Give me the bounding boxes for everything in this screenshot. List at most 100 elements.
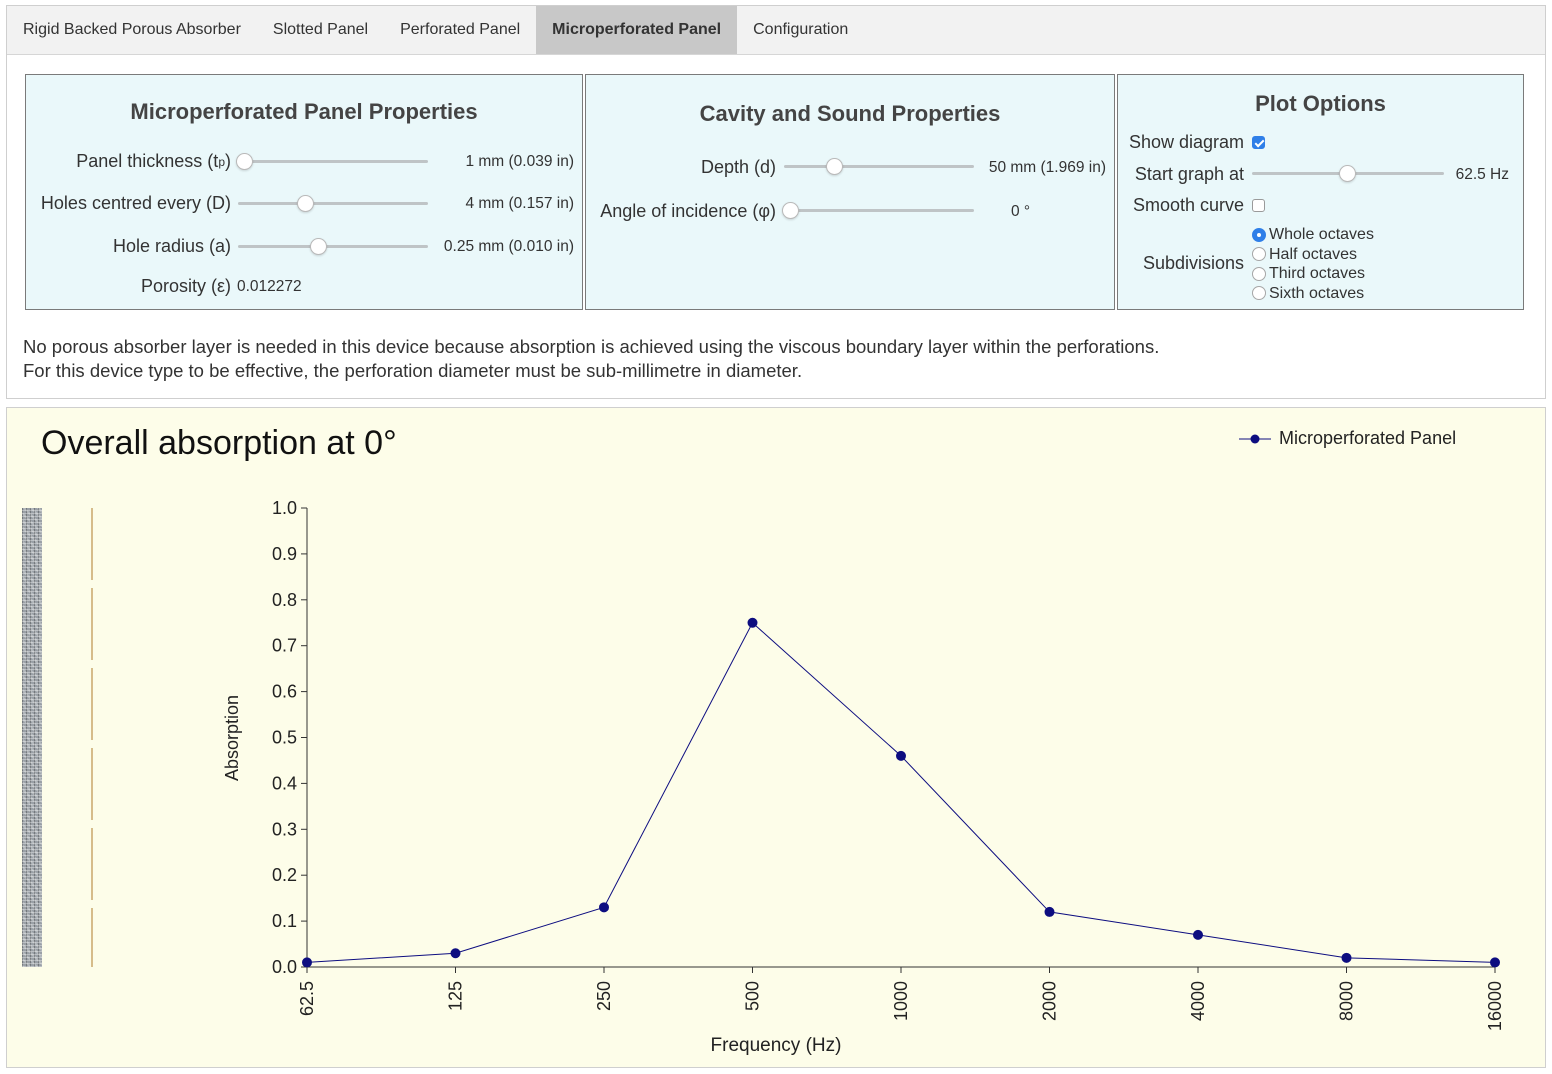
cavity-properties-title: Cavity and Sound Properties	[699, 101, 1001, 126]
thickness-label-sub: p	[218, 154, 225, 169]
radio-sixth-octaves-button[interactable]	[1252, 286, 1266, 301]
radio-whole-octaves[interactable]: Whole octaves	[1252, 225, 1374, 245]
radio-half-octaves-button[interactable]	[1252, 247, 1266, 262]
subdivisions-radio-group: Whole octaves Half octaves Third octaves…	[1252, 225, 1374, 303]
y-tick-label: 0.6	[272, 682, 297, 702]
porosity-value: 0.012272	[237, 278, 302, 295]
y-tick-label: 0.2	[272, 865, 297, 885]
smooth-curve-checkbox-wrap	[1252, 199, 1265, 212]
radius-value: 0.25 mm (0.010 in)	[443, 238, 574, 255]
rigid-wall-diagram	[22, 508, 42, 967]
angle-label: Angle of incidence (φ)	[600, 201, 776, 221]
data-point	[599, 902, 609, 913]
depth-slider[interactable]	[784, 158, 974, 175]
x-tick-label: 62.5	[297, 981, 317, 1016]
holes-slider-thumb[interactable]	[297, 195, 315, 212]
radius-slider-thumb[interactable]	[309, 238, 327, 255]
chart-marks	[302, 617, 1500, 968]
data-point	[302, 957, 312, 968]
porosity-label: Porosity (ε)	[140, 276, 231, 296]
y-tick-label: 1.0	[272, 498, 297, 518]
angle-slider-thumb[interactable]	[782, 202, 799, 219]
data-point	[747, 617, 758, 628]
thickness-slider[interactable]	[236, 153, 428, 170]
data-point	[1490, 957, 1500, 968]
panel-properties-title: Microperforated Panel Properties	[130, 99, 478, 124]
x-tick-label: 16000	[1485, 981, 1505, 1031]
x-tick-label: 4000	[1188, 981, 1208, 1021]
chart-title: Overall absorption at 0°	[41, 424, 397, 462]
controls-panel: Rigid Backed Porous Absorber Slotted Pan…	[6, 5, 1546, 399]
tab-perforated-panel[interactable]: Perforated Panel	[400, 21, 521, 38]
radio-whole-octaves-label: Whole octaves	[1269, 226, 1374, 243]
smooth-curve-label: Smooth curve	[1132, 195, 1244, 215]
y-tick-label: 0.8	[272, 590, 297, 610]
tab-slotted-panel[interactable]: Slotted Panel	[272, 21, 369, 38]
y-tick-label: 0.4	[272, 773, 297, 793]
radio-third-octaves[interactable]: Third octaves	[1252, 264, 1374, 284]
absorption-chart: 0.0 0.1 0.2 0.3 0.4 0.5 0.6 0.7 0.8 0.9 1.0 62.5 125…	[222, 498, 1505, 1056]
radio-sixth-octaves-label: Sixth octaves	[1269, 284, 1365, 302]
data-point	[450, 948, 461, 959]
radius-slider[interactable]	[238, 238, 428, 255]
radio-third-octaves-button[interactable]	[1252, 266, 1266, 281]
tab-microperforated-panel[interactable]: Microperforated Panel	[536, 6, 738, 54]
legend-marker-icon	[1239, 434, 1271, 443]
data-point	[1341, 952, 1352, 963]
radio-sixth-octaves[interactable]: Sixth octaves	[1252, 284, 1374, 304]
depth-label: Depth (d)	[700, 157, 776, 177]
holes-slider[interactable]	[238, 195, 428, 212]
radio-half-octaves[interactable]: Half octaves	[1252, 245, 1374, 265]
thickness-label: Panel thickness (t p)	[26, 151, 231, 172]
start-graph-value: 62.5 Hz	[1455, 166, 1509, 183]
start-graph-slider[interactable]	[1252, 165, 1444, 182]
smooth-curve-checkbox[interactable]	[1252, 199, 1265, 212]
angle-slider[interactable]	[782, 202, 974, 219]
angle-value: 0 °	[1011, 203, 1031, 220]
x-tick-label: 2000	[1040, 981, 1060, 1021]
x-axis-label: Frequency (Hz)	[711, 1035, 842, 1056]
tab-configuration[interactable]: Configuration	[753, 21, 849, 38]
show-diagram-checkbox[interactable]	[1252, 136, 1265, 149]
start-graph-slider-thumb[interactable]	[1338, 165, 1356, 182]
series-line	[306, 621, 1496, 963]
data-point	[896, 750, 906, 761]
radio-whole-octaves-button[interactable]	[1252, 227, 1266, 242]
x-tick-label: 8000	[1337, 981, 1357, 1021]
x-tick-label: 1000	[891, 981, 911, 1021]
chart-axes: 0.0 0.1 0.2 0.3 0.4 0.5 0.6 0.7 0.8 0.9 1.0 62.5 125…	[272, 498, 1505, 1031]
radius-label: Hole radius (a)	[112, 236, 231, 256]
x-tick-label: 125	[446, 981, 466, 1011]
panel-properties-box: Microperforated Panel Properties Panel t…	[25, 74, 583, 310]
subdivisions-label: Subdivisions	[1142, 253, 1244, 273]
microperforated-panel-diagram	[91, 508, 93, 967]
y-tick-label: 0.7	[272, 636, 297, 656]
depth-slider-thumb[interactable]	[825, 158, 843, 175]
holes-label: Holes centred every (D)	[40, 193, 231, 213]
y-tick-label: 0.0	[272, 957, 297, 977]
y-tick-label: 0.1	[272, 911, 297, 931]
tab-bar: Rigid Backed Porous Absorber Slotted Pan…	[7, 6, 1545, 55]
chart-legend: Microperforated Panel	[1239, 428, 1456, 449]
data-point	[1044, 906, 1055, 917]
x-tick-label: 250	[594, 981, 614, 1011]
data-point	[1193, 929, 1203, 940]
note-line-2: For this device type to be effective, th…	[23, 360, 803, 381]
radio-half-octaves-label: Half octaves	[1269, 245, 1358, 263]
thickness-label-text: Panel thickness (t	[76, 151, 219, 171]
chart-panel: Overall absorption at 0° Microperforated…	[6, 407, 1546, 1068]
show-diagram-label: Show diagram	[1128, 132, 1244, 152]
thickness-value: 1 mm (0.039 in)	[465, 153, 574, 170]
thickness-slider-thumb[interactable]	[236, 153, 253, 170]
radio-third-octaves-label: Third octaves	[1269, 265, 1366, 282]
y-tick-label: 0.5	[272, 728, 297, 748]
start-graph-label: Start graph at	[1134, 164, 1244, 184]
plot-options-box: Plot Options Show diagram Start graph at…	[1117, 74, 1524, 310]
y-tick-label: 0.3	[272, 819, 297, 839]
holes-value: 4 mm (0.157 in)	[465, 195, 574, 212]
note-line-1: No porous absorber layer is needed in th…	[23, 336, 1160, 357]
y-tick-label: 0.9	[272, 544, 297, 564]
tab-rigid-backed-porous-absorber[interactable]: Rigid Backed Porous Absorber	[23, 21, 241, 38]
y-axis-label: Absorption	[222, 695, 242, 781]
show-diagram-checkbox-wrap	[1252, 136, 1265, 149]
